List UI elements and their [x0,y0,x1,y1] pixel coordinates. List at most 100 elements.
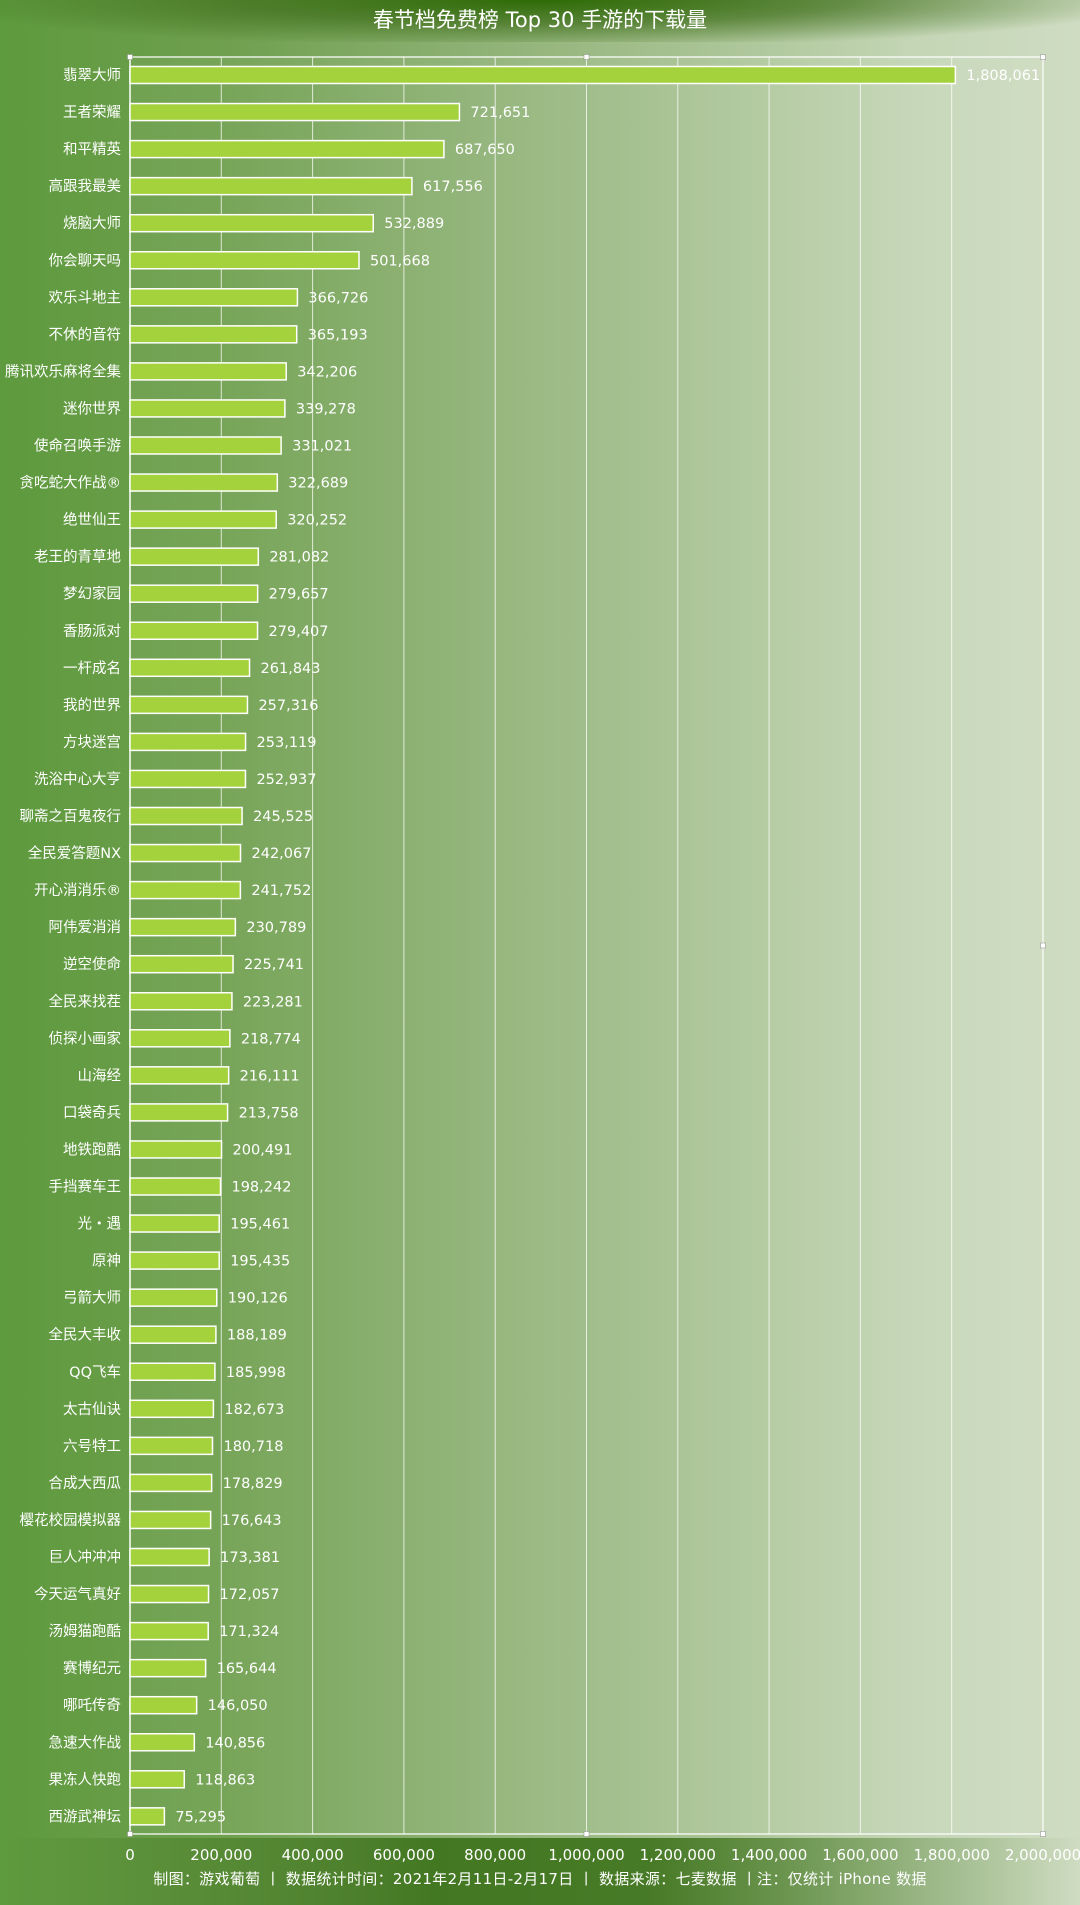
data-label: 171,324 [219,1624,279,1640]
category-label: 一杆成名 [63,660,121,677]
category-label: 樱花校园模拟器 [20,1512,122,1529]
category-label: 你会聊天吗 [49,252,122,269]
bar [129,139,445,159]
bar [129,65,957,85]
data-label: 188,189 [227,1328,287,1344]
data-label: 366,726 [308,290,368,306]
bar [129,1177,222,1196]
category-label: 哪吒传奇 [63,1697,121,1714]
bar [129,473,279,492]
chart-title: 春节档免费榜 Top 30 手游的下载量 [0,0,1080,42]
bar [129,1658,207,1678]
data-label: 176,643 [222,1513,282,1529]
bar [129,1288,218,1307]
bar [129,1399,215,1419]
frame-handle [1040,1831,1046,1837]
bar [129,806,243,826]
data-label: 213,758 [239,1105,299,1121]
data-label: 180,718 [223,1439,283,1455]
category-label: 手挡赛车王 [49,1179,122,1196]
data-label: 261,843 [261,661,321,677]
x-tick-label: 800,000 [464,1846,526,1864]
footer-band [0,1838,1080,1905]
category-label: 高跟我最美 [49,178,122,195]
bar [129,917,237,937]
x-tick-label: 1,400,000 [731,1846,807,1864]
data-label: 223,281 [243,994,303,1010]
data-label: 182,673 [224,1402,284,1418]
bar [129,1510,212,1530]
category-label: 今天运气真好 [34,1585,121,1603]
frame-handle [127,54,133,60]
data-label: 195,435 [230,1254,290,1270]
data-label: 241,752 [251,883,311,899]
category-label: 腾讯欢乐麻将全集 [5,362,121,380]
bar [129,1103,229,1122]
category-label: 逆空使命 [63,955,121,973]
data-label: 1,808,061 [966,68,1040,84]
category-label: 原神 [92,1253,121,1270]
bar [129,954,234,974]
category-label: 洗浴中心大亨 [34,771,121,788]
data-label: 198,242 [231,1180,291,1196]
data-label: 342,206 [297,364,357,380]
category-label: QQ飞车 [69,1364,121,1381]
frame-handle [583,1831,590,1837]
category-label: 巨人冲冲冲 [49,1549,122,1566]
bar [129,176,413,196]
bar [129,1770,186,1789]
data-label: 281,082 [269,550,329,566]
bar [129,1066,230,1085]
category-label: 地铁跑酷 [63,1141,121,1158]
category-label: 方块迷宫 [63,734,121,751]
x-tick-label: 2,000,000 [1005,1846,1080,1864]
bars [129,65,957,1826]
data-label: 252,937 [256,772,316,788]
category-label: 翡翠大师 [63,67,121,84]
x-tick-label: 1,600,000 [822,1846,898,1864]
bar [129,362,287,381]
bar [129,1436,214,1456]
data-label: 253,119 [257,735,317,751]
category-label: 使命召唤手游 [34,437,121,455]
category-label: 赛博纪元 [63,1660,121,1677]
x-tick-label: 200,000 [190,1846,252,1864]
data-label: 190,126 [228,1291,288,1307]
data-label: 322,689 [288,476,348,492]
category-label: 梦幻家园 [63,586,121,603]
bar [129,1140,223,1159]
category-label: 全民爱答题NX [28,844,121,862]
category-label: 阿伟爱消消 [49,919,122,936]
category-label: 绝世仙王 [63,512,121,529]
data-label: 242,067 [252,846,312,862]
bar [129,1029,231,1048]
category-label: 全民大丰收 [49,1326,122,1344]
chart-credit: 制图：游戏葡萄 丨 数据统计时间：2021年2月11日-2月17日 丨 数据来源… [153,1870,927,1888]
category-label: 和平精英 [63,140,121,158]
data-label: 146,050 [208,1698,268,1714]
data-label: 230,789 [246,920,306,936]
data-label: 195,461 [230,1217,290,1233]
category-label: 口袋奇兵 [63,1104,121,1121]
category-label: 王者荣耀 [63,104,121,121]
bar [129,695,249,715]
data-label: 225,741 [244,957,304,973]
category-label: 老王的青草地 [34,549,121,566]
data-label: 172,057 [220,1587,280,1603]
category-label: 不休的音符 [49,326,122,343]
bar [129,1214,220,1233]
data-label: 200,491 [233,1142,293,1158]
bar [129,102,461,122]
x-tick-label: 1,800,000 [914,1846,990,1864]
category-label: 太古仙诀 [63,1401,121,1418]
data-label: 185,998 [226,1365,286,1381]
plot-frame [127,54,1046,1837]
x-tick-label: 1,200,000 [640,1846,716,1864]
category-label: 贪吃蛇大作战® [20,475,122,492]
data-label: 617,556 [423,179,483,195]
value-labels: 1,808,061 721,651 687,650 617,556 532,889 501… [175,68,1040,1825]
data-label: 245,525 [253,809,313,825]
x-tick-label: 600,000 [373,1846,435,1864]
data-label: 257,316 [258,698,318,714]
